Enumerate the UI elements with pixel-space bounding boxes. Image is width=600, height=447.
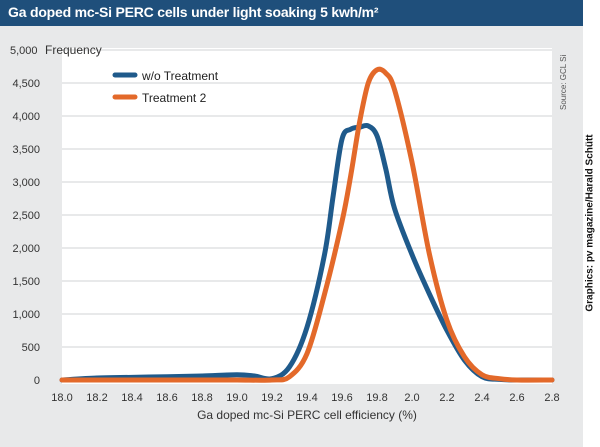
x-tick-labels: 18.0 18.2 18.4 18.6 18.8 19.0 19.2 19.4 19.6 19.8…	[51, 392, 559, 404]
x-tick-label: 2.2	[439, 392, 454, 404]
y-tick-label: 3,500	[12, 144, 40, 156]
chart-title: Ga doped mc-Si PERC cells under light so…	[8, 4, 379, 20]
x-axis-label: Ga doped mc-Si PERC cell efficiency (%)	[197, 408, 417, 422]
x-tick-label: 19.8	[366, 392, 387, 404]
x-tick-label: 19.0	[226, 392, 247, 404]
y-tick-label: 5,000	[10, 45, 38, 57]
x-tick-label: 18.8	[191, 392, 212, 404]
x-tick-label: 18.2	[86, 392, 107, 404]
chart-svg: 0 500 1,000 1,500 2,000 2,500 3,000 3,500 4,000 4…	[10, 43, 568, 422]
x-tick-label: 19.4	[296, 392, 317, 404]
x-tick-label: 2.0	[404, 392, 419, 404]
x-tick-label: 19.6	[331, 392, 352, 404]
x-tick-label: 18.0	[51, 392, 72, 404]
y-tick-label: 0	[34, 375, 40, 387]
y-tick-label: 3,000	[12, 177, 40, 189]
y-tick-label: 4,000	[12, 111, 40, 123]
legend: w/o Treatment Treatment 2	[112, 69, 219, 105]
source-note: Source: GCL Si	[559, 54, 568, 110]
x-tick-label: 2.6	[509, 392, 524, 404]
title-bar: Ga doped mc-Si PERC cells under light so…	[0, 0, 583, 26]
y-tick-label: 2,500	[12, 210, 40, 222]
x-tick-label: 19.2	[261, 392, 282, 404]
y-tick-labels: 0 500 1,000 1,500 2,000 2,500 3,000 3,500 4,000 4…	[10, 45, 40, 387]
legend-label-series-2: Treatment 2	[142, 91, 207, 105]
x-tick-label: 2.8	[544, 392, 559, 404]
graphics-credit: Graphics: pv magazine/Harald Schütt	[584, 134, 596, 312]
y-tick-label: 500	[22, 342, 40, 354]
legend-label-series-1: w/o Treatment	[141, 69, 219, 83]
y-tick-label: 4,500	[12, 78, 40, 90]
y-tick-label: 1,000	[12, 309, 40, 321]
series-line-2	[59, 66, 555, 383]
x-tick-label: 2.4	[474, 392, 489, 404]
series-lines	[59, 66, 555, 383]
y-axis-label: Frequency	[45, 43, 102, 57]
y-tick-label: 2,000	[12, 243, 40, 255]
y-tick-label: 1,500	[12, 276, 40, 288]
x-tick-label: 18.6	[156, 392, 177, 404]
x-tick-label: 18.4	[121, 392, 142, 404]
